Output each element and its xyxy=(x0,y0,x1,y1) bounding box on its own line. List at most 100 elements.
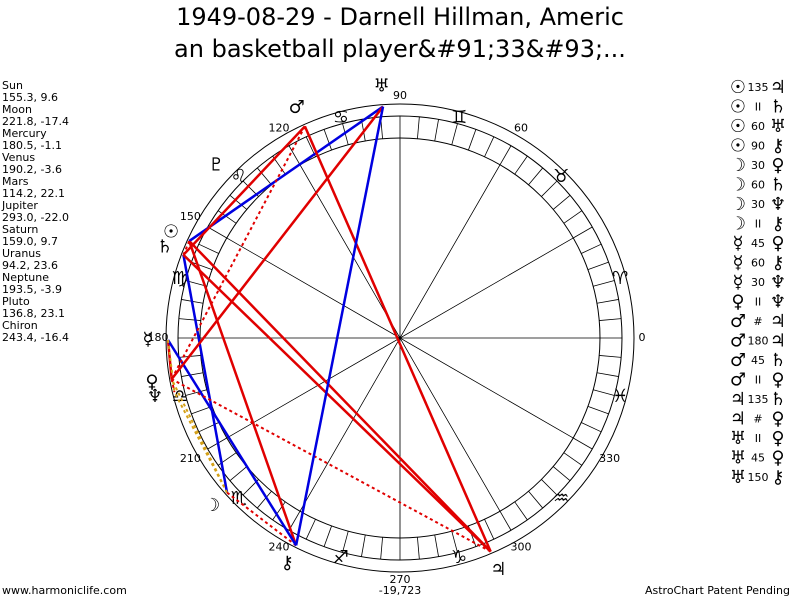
planet-glyph: ☿ xyxy=(142,329,153,350)
aspect-glyph: ♄ xyxy=(770,97,786,118)
ring-tick xyxy=(256,167,272,186)
aspect-glyph: ♀ xyxy=(771,233,784,254)
body-position: 193.5, -3.9 xyxy=(2,283,62,296)
aspect-line xyxy=(188,105,384,243)
body-name: Mercury xyxy=(2,127,47,140)
sign-glyph: ♉ xyxy=(553,166,569,187)
ring-tick xyxy=(593,280,615,287)
sign-glyph: ♍ xyxy=(172,268,188,289)
degree-label: 180 xyxy=(148,331,169,344)
body-name: Saturn xyxy=(2,223,38,236)
planet-glyph: ☽ xyxy=(204,495,220,516)
aspect-glyph: ⚷ xyxy=(771,136,784,157)
body-position: 190.2, -3.6 xyxy=(2,163,62,176)
aspect-glyph: ♀ xyxy=(771,448,784,469)
aspect-line xyxy=(303,125,492,553)
aspect-glyph: ♃ xyxy=(770,311,786,332)
body-name: Sun xyxy=(2,79,23,92)
title-line: an basketball player&#91;33&#93;... xyxy=(174,35,626,63)
aspect-glyph: ♃ xyxy=(770,77,786,98)
aspect-label: II xyxy=(755,101,762,114)
aspect-glyph: ♂ xyxy=(730,350,746,371)
aspect-glyph: ♃ xyxy=(730,409,746,430)
aspect-glyph: ♅ xyxy=(770,116,786,137)
aspect-glyph: ☽ xyxy=(730,155,746,176)
sign-glyph: ♋ xyxy=(333,107,349,128)
ring-tick xyxy=(528,490,544,509)
planet-glyph: ♄ xyxy=(157,237,173,258)
planet-glyph: ♅ xyxy=(373,76,389,97)
ring-tick xyxy=(593,389,615,396)
body-name: Neptune xyxy=(2,271,49,284)
aspect-glyph: ♄ xyxy=(770,389,786,410)
ring-tick xyxy=(451,123,458,145)
ring-tick xyxy=(305,519,316,540)
sign-glyph: ♎ xyxy=(172,386,188,407)
aspect-glyph: ☿ xyxy=(732,272,743,293)
planet-glyph: ☉ xyxy=(163,222,179,243)
aspect-glyph: ♆ xyxy=(770,194,786,215)
ring-tick xyxy=(563,210,583,224)
ring-tick xyxy=(484,136,495,157)
ring-tick xyxy=(198,243,219,254)
ring-tick xyxy=(342,531,349,553)
body-position: 136.8, 23.1 xyxy=(2,307,65,320)
aspect-glyph: ♅ xyxy=(730,448,746,469)
ring-tick xyxy=(528,167,544,186)
aspect-glyph: ☉ xyxy=(730,97,746,118)
ring-tick xyxy=(573,226,593,239)
aspect-line xyxy=(182,254,229,493)
aspect-glyph: ☉ xyxy=(730,116,746,137)
ring-tick xyxy=(361,534,366,557)
aspect-line xyxy=(188,240,298,546)
aspect-glyph: ♃ xyxy=(730,389,746,410)
footer-left: www.harmoniclife.com xyxy=(2,584,127,597)
aspect-label: II xyxy=(755,218,762,231)
body-position: 180.5, -1.1 xyxy=(2,139,62,152)
ring-tick xyxy=(563,452,583,466)
ring-tick xyxy=(434,119,439,142)
planet-glyph: ♀ xyxy=(145,372,158,393)
ring-tick xyxy=(514,155,528,175)
sign-glyph: ♈ xyxy=(612,268,628,289)
ring-tick xyxy=(552,466,571,482)
body-name: Pluto xyxy=(2,295,30,308)
aspect-glyph: ♂ xyxy=(730,331,746,352)
aspect-glyph: ☿ xyxy=(732,233,743,254)
degree-label: 60 xyxy=(514,121,528,134)
degree-label: 270 xyxy=(390,573,411,586)
aspect-line xyxy=(170,105,384,380)
body-name: Venus xyxy=(2,151,35,164)
sign-glyph: ♏ xyxy=(231,488,247,509)
ring-tick xyxy=(573,437,593,450)
ring-tick xyxy=(191,261,213,270)
aspect-line xyxy=(167,339,176,393)
sign-glyph: ♊ xyxy=(451,107,467,128)
aspect-glyph: ☽ xyxy=(730,214,746,235)
ring-tick xyxy=(229,466,248,482)
aspect-label: II xyxy=(755,432,762,445)
degree-label: 0 xyxy=(639,331,646,344)
aspect-label: 135 xyxy=(748,393,769,406)
aspect-glyph: ☿ xyxy=(732,253,743,274)
aspect-label: 60 xyxy=(751,179,765,192)
ring-tick xyxy=(256,490,272,509)
aspect-label: 45 xyxy=(751,452,765,465)
body-position: 293.0, -22.0 xyxy=(2,211,69,224)
ring-tick xyxy=(552,194,571,210)
aspect-glyph: ♀ xyxy=(771,428,784,449)
aspect-line xyxy=(294,106,385,546)
ring-tick xyxy=(587,261,609,270)
aspect-glyph: ♀ xyxy=(771,409,784,430)
title-line: 1949-08-29 - Darnell Hillman, Americ xyxy=(176,3,624,31)
ring-tick xyxy=(468,129,477,151)
ring-tick xyxy=(451,531,458,553)
aspect-glyph: ♅ xyxy=(730,428,746,449)
ring-tick xyxy=(181,372,204,377)
aspect-glyph: ♄ xyxy=(770,350,786,371)
degree-label: 240 xyxy=(269,541,290,554)
body-position: 114.2, 22.1 xyxy=(2,187,65,200)
ring-tick xyxy=(581,243,602,254)
body-name: Jupiter xyxy=(1,199,38,212)
